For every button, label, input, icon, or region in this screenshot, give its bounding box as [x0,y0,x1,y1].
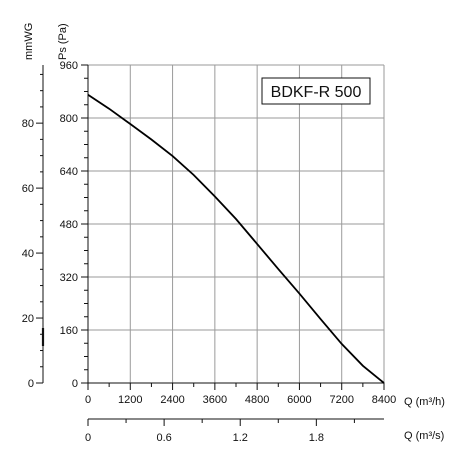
mmwg-axis-title: mmWG [23,23,35,60]
mmwg-tick-label: 0 [28,378,34,390]
pressure-tick-label: 320 [60,272,78,284]
flow-m3h-axis-title: Q (m³/h) [404,396,445,408]
flow-m3s-tick-label: 1.2 [233,432,248,444]
flow-m3h-tick-label: 3600 [203,394,227,406]
pressure-tick-label: 0 [72,378,78,390]
flow-m3s-axis-title: Q (m³/s) [404,430,444,442]
pressure-tick-label: 160 [60,325,78,337]
pressure-axis-title: Ps (Pa) [57,23,69,60]
mmwg-tick-label: 40 [22,248,34,260]
flow-m3h-tick-label: 7200 [329,394,353,406]
flow-m3h-tick-label: 6000 [287,394,311,406]
flow-m3h-tick-label: 0 [85,394,91,406]
flow-m3h-tick-label: 4800 [245,394,269,406]
mmwg-tick-label: 80 [22,118,34,130]
pressure-tick-label: 960 [60,60,78,72]
mmwg-tick-label: 20 [22,313,34,325]
flow-m3h-tick-label: 8400 [372,394,396,406]
model-label: BDKF-R 500 [271,84,362,101]
grid-layer [87,64,385,384]
flow-m3h-tick-label: 1200 [118,394,142,406]
flow-m3s-tick-label: 0 [85,432,91,444]
mmwg-tick-label: 60 [22,183,34,195]
pressure-curve [87,94,385,384]
pressure-tick-label: 640 [60,166,78,178]
model-label-box [261,77,371,105]
pressure-tick-label: 800 [60,113,78,125]
flow-m3h-tick-label: 2400 [160,394,184,406]
flow-m3s-tick-label: 0.6 [156,432,171,444]
flow-m3s-tick-label: 1.8 [309,432,324,444]
pressure-tick-label: 480 [60,219,78,231]
axis-layer [36,64,385,426]
